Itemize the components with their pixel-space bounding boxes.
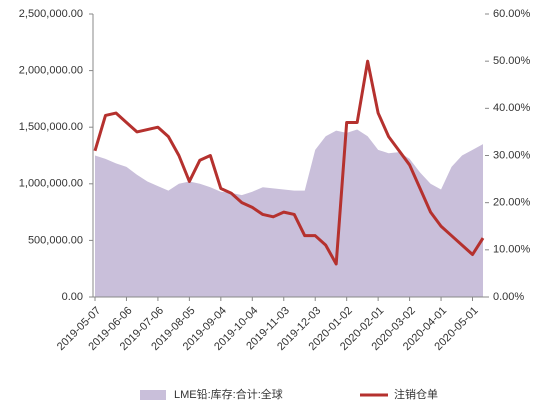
y-tick-label: 0.00 xyxy=(62,291,83,303)
y2-tick-label: 0.00% xyxy=(493,291,524,303)
y2-tick-label: 60.00% xyxy=(493,8,531,20)
legend-label: LME铅:库存:合计:全球 xyxy=(174,387,283,401)
legend-label: 注销仓单 xyxy=(394,387,438,401)
y2-tick-label: 20.00% xyxy=(493,197,531,209)
y2-tick-label: 30.00% xyxy=(493,149,531,161)
y-tick-label: 2,500,000.00 xyxy=(19,8,83,20)
legend-swatch xyxy=(140,390,166,400)
y-tick-label: 1,500,000.00 xyxy=(19,121,83,133)
y-tick-label: 500,000.00 xyxy=(28,234,83,246)
y-tick-label: 1,000,000.00 xyxy=(19,178,83,190)
line xyxy=(93,59,485,266)
y2-tick-label: 50.00% xyxy=(493,55,531,67)
y2-tick-label: 10.00% xyxy=(493,244,531,256)
y2-tick-label: 40.00% xyxy=(493,102,531,114)
y-tick-label: 2,000,000.00 xyxy=(19,65,83,77)
